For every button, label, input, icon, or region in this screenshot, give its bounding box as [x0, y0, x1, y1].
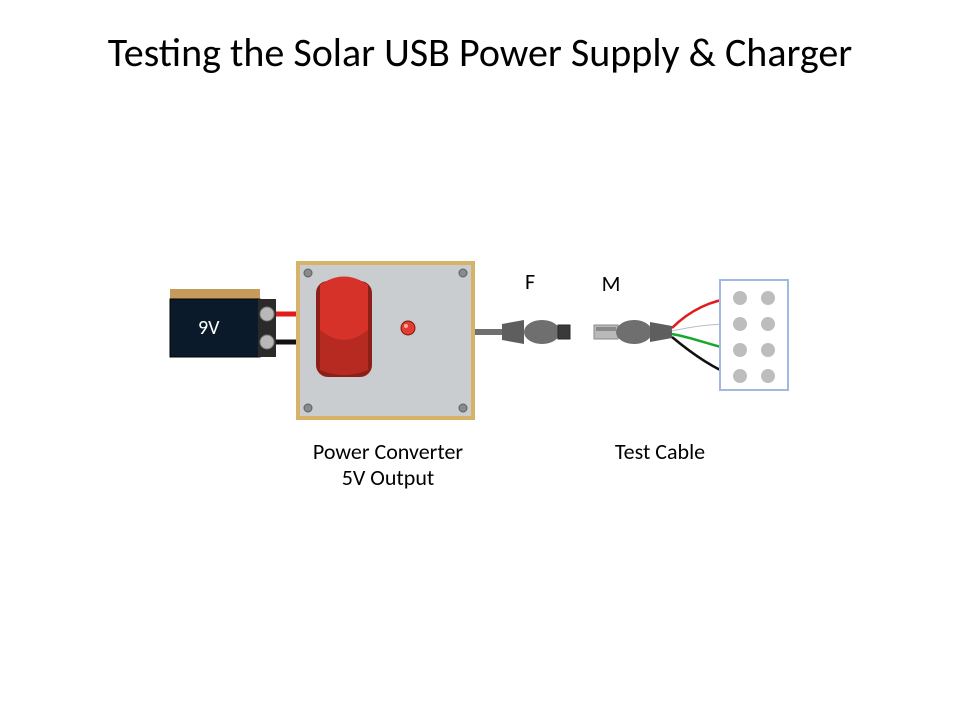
power-converter — [296, 261, 475, 420]
test-cable-label: Test Cable — [580, 438, 740, 465]
battery-label: 9V — [198, 316, 220, 340]
converter-label-1: Power Converter — [298, 438, 478, 465]
converter-label-2: 5V Output — [298, 464, 478, 491]
slide: Testing the Solar USB Power Supply & Cha… — [0, 0, 960, 720]
breadboard — [720, 280, 788, 390]
diagram-svg: 9V — [0, 0, 960, 720]
rocker-switch — [316, 277, 372, 378]
usb-female-label: F — [515, 268, 545, 295]
usb-male-connector — [594, 320, 672, 344]
usb-male-label: M — [596, 270, 626, 297]
indicator-led — [401, 321, 415, 335]
usb-female-connector — [475, 320, 570, 344]
battery-9v: 9V — [170, 289, 276, 357]
